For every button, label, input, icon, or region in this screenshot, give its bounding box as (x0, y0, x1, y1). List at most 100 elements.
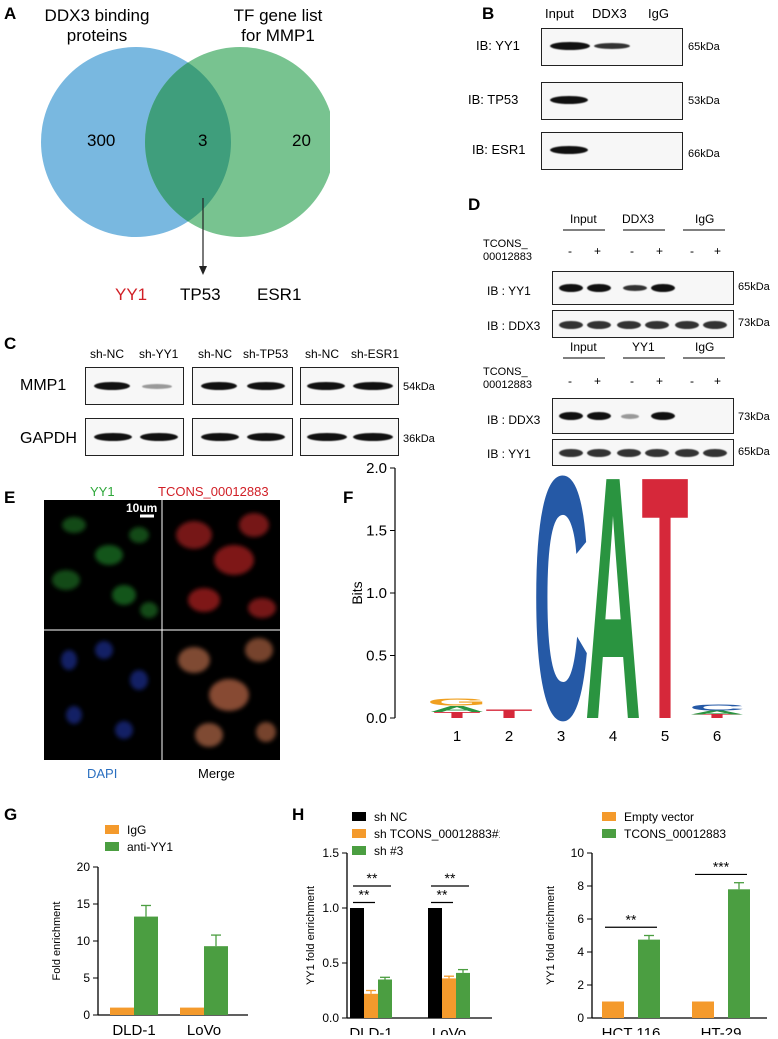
y-tick-label: 20 (77, 860, 91, 874)
bar (602, 1001, 624, 1018)
d-top-sign-5: - (690, 244, 694, 258)
logo-letter-T: T (485, 707, 533, 721)
c-blot-mmp1-g1 (85, 367, 184, 405)
bar (350, 908, 364, 1018)
significance-label: ** (445, 870, 456, 886)
bar (364, 993, 378, 1018)
panel-label-h: H (292, 805, 305, 824)
c-g1-lane2: sh-YY1 (139, 347, 179, 361)
d-top-treatment-label: TCONS_ 00012883 (483, 238, 532, 263)
bar (180, 1007, 204, 1015)
d-bot-header-yy1: YY1 (632, 340, 655, 354)
bar (692, 1001, 714, 1018)
venn-left-title: DDX3 binding proteins (44, 6, 150, 45)
panel-label-b: B (482, 4, 495, 23)
b-size-yy1: 65kDa (688, 41, 720, 53)
logo-letter-C: C (689, 703, 745, 713)
d-bot-sign-3: - (630, 374, 634, 388)
chart-g: IgG anti-YY1 0 5 10 15 20 Fold enrichment DLD-1 L… (51, 823, 248, 1035)
logo-x-tick-label: 1 (453, 728, 461, 745)
d-bot-label-yy1: IB : YY1 (487, 447, 531, 461)
y-tick-label: 15 (77, 897, 91, 911)
y-axis-label: YY1 fold enrichment (545, 886, 557, 985)
d-bot-sign-6: + (714, 374, 722, 388)
significance-label: *** (713, 858, 730, 874)
legend-label: sh TCONS_00012883#1 (374, 827, 500, 841)
logo-letter-A: A (689, 710, 745, 716)
chart-h2: Empty vector TCONS_00012883 0 2 4 6 8 10 YY1 fol… (545, 810, 767, 1035)
c-blot-mmp1-g3 (300, 367, 399, 405)
logo-letter-T: T (433, 710, 481, 720)
d-top-size-ddx3: 73kDa (738, 317, 770, 329)
b-size-esr1: 66kDa (688, 148, 720, 160)
logo-y-tick-label: 0.5 (366, 648, 387, 665)
gene-esr1: ESR1 (257, 285, 302, 304)
c-blot-gapdh-g1 (85, 418, 184, 456)
legend-swatch (352, 846, 366, 855)
c-blot-gapdh-g3 (300, 418, 399, 456)
y-axis-label: Fold enrichment (51, 902, 63, 981)
logo-y-tick-label: 0.0 (366, 710, 387, 727)
gene-yy1: YY1 (115, 285, 148, 304)
logo-letter-A: A (585, 450, 641, 780)
panel-label-a: A (4, 4, 17, 23)
d-bot-blot-ddx3 (552, 398, 734, 434)
logo-x-tick-label: 4 (609, 728, 617, 745)
logo-y-tick-label: 1.5 (366, 523, 387, 540)
bar (456, 972, 470, 1018)
d-bot-size-ddx3: 73kDa (738, 411, 770, 423)
e-image-grid (44, 500, 280, 760)
b-size-tp53: 53kDa (688, 95, 720, 107)
panel-label-f: F (343, 488, 354, 507)
d-bot-blot-yy1 (552, 439, 734, 466)
b-blot-esr1 (541, 132, 683, 170)
y-tick-label: 10 (77, 934, 91, 948)
bar (638, 939, 660, 1018)
y-tick-label: 1.0 (322, 901, 339, 915)
bar (204, 946, 228, 1015)
c-blot-mmp1-g2 (192, 367, 293, 405)
y-tick-label: 5 (83, 971, 90, 985)
venn-overlap (145, 47, 231, 237)
logo-y-tick-label: 1.0 (366, 585, 387, 602)
b-header-ddx3: DDX3 (592, 6, 627, 21)
y-tick-label: 2 (577, 978, 584, 992)
legend-swatch (105, 825, 119, 834)
venn-diagram (41, 47, 330, 275)
y-tick-label: 8 (577, 879, 584, 893)
logo-letter-T: T (641, 450, 688, 780)
b-label-yy1: IB: YY1 (476, 38, 520, 53)
x-tick-label: LoVo (187, 1022, 221, 1035)
b-label-tp53: IB: TP53 (468, 92, 519, 107)
d-top-sign-1: - (568, 244, 572, 258)
y-tick-label: 1.5 (322, 846, 339, 860)
d-top-sign-6: + (714, 244, 722, 258)
legend-label: anti-YY1 (127, 840, 173, 854)
logo-x-tick-label: 5 (661, 728, 669, 745)
y-tick-label: 4 (577, 945, 584, 959)
x-tick-label: HCT 116 (602, 1025, 661, 1035)
panel-label-d: D (468, 195, 481, 214)
logo-letter-T: T (693, 713, 740, 719)
d-bot-sign-4: + (656, 374, 664, 388)
d-top-blot-ddx3 (552, 310, 734, 338)
venn-left-count: 300 (87, 131, 116, 150)
d-top-sign-4: + (656, 244, 664, 258)
d-top-blot-yy1 (552, 271, 734, 305)
legend-label: IgG (127, 823, 146, 837)
c-size-mmp1: 54kDa (403, 381, 435, 393)
d-top-sign-2: + (594, 244, 602, 258)
y-tick-label: 0.0 (322, 1011, 339, 1025)
e-label-merge: Merge (198, 766, 235, 781)
bar (134, 916, 158, 1015)
logo-x-tick-label: 3 (557, 728, 565, 745)
y-tick-label: 6 (577, 912, 584, 926)
legend-label: Empty vector (624, 810, 694, 824)
venn-right-count: 20 (292, 131, 311, 150)
bar (378, 979, 392, 1018)
logo-y-tick-label: 2.0 (366, 460, 387, 477)
y-tick-label: 10 (571, 846, 585, 860)
legend-swatch (602, 829, 616, 838)
chart-h1: sh NC sh TCONS_00012883#1sh #3 0.0 0.5 1.0 1.… (305, 810, 500, 1035)
bar (428, 908, 442, 1018)
